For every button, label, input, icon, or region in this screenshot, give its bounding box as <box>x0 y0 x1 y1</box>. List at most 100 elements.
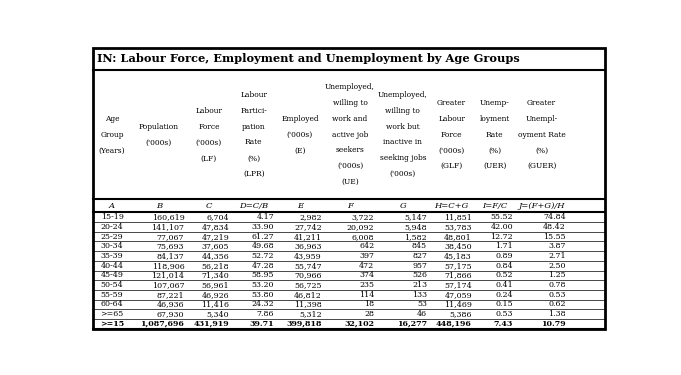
Text: 20-24: 20-24 <box>101 223 123 231</box>
Text: 55.52: 55.52 <box>490 213 513 221</box>
Text: ('000s): ('000s) <box>146 138 172 147</box>
Text: 35-39: 35-39 <box>101 252 123 260</box>
Text: 6,008: 6,008 <box>352 232 375 241</box>
Text: 121,014: 121,014 <box>151 272 185 279</box>
Text: willing to: willing to <box>385 107 420 115</box>
Text: E: E <box>297 202 303 210</box>
Text: 67,930: 67,930 <box>157 310 185 318</box>
Text: 133: 133 <box>412 291 427 299</box>
Text: 642: 642 <box>359 242 375 250</box>
Text: 58.95: 58.95 <box>251 272 274 279</box>
Text: 7.43: 7.43 <box>494 320 513 328</box>
Text: 5,312: 5,312 <box>299 310 321 318</box>
Text: 18: 18 <box>364 300 375 308</box>
Text: 15-19: 15-19 <box>101 213 123 221</box>
Text: 46,926: 46,926 <box>202 291 229 299</box>
Text: 1,087,696: 1,087,696 <box>140 320 185 328</box>
Text: 42.00: 42.00 <box>490 223 513 231</box>
Text: (%): (%) <box>247 154 260 162</box>
Text: 12.72: 12.72 <box>490 232 513 241</box>
Text: 74.84: 74.84 <box>543 213 566 221</box>
Text: 845: 845 <box>412 242 427 250</box>
Text: 36,963: 36,963 <box>294 242 321 250</box>
Text: 0.62: 0.62 <box>548 300 566 308</box>
Text: 47,059: 47,059 <box>445 291 472 299</box>
Text: 235: 235 <box>360 281 375 289</box>
Text: 71,866: 71,866 <box>445 272 472 279</box>
Text: ('000s): ('000s) <box>195 138 222 147</box>
Text: 70,966: 70,966 <box>294 272 321 279</box>
Text: 1.25: 1.25 <box>548 272 566 279</box>
Text: 46: 46 <box>417 310 427 318</box>
Text: Unemployed,: Unemployed, <box>378 91 428 99</box>
Text: 27,742: 27,742 <box>294 223 321 231</box>
Text: 3.87: 3.87 <box>548 242 566 250</box>
Text: 77,067: 77,067 <box>157 232 185 241</box>
Text: (GUER): (GUER) <box>527 162 556 170</box>
Text: (LPR): (LPR) <box>243 170 264 178</box>
Text: Unemployed,: Unemployed, <box>325 83 375 91</box>
Text: 49.68: 49.68 <box>251 242 274 250</box>
Text: Labour: Labour <box>195 107 223 115</box>
Text: IN: Labour Force, Employment and Unemployment by Age Groups: IN: Labour Force, Employment and Unemplo… <box>97 53 520 64</box>
Text: 50-54: 50-54 <box>101 281 123 289</box>
Text: D=C/B: D=C/B <box>239 202 268 210</box>
Text: loyment: loyment <box>479 115 510 123</box>
Text: 46,936: 46,936 <box>157 300 185 308</box>
Text: 7.86: 7.86 <box>257 310 274 318</box>
Text: ('000s): ('000s) <box>337 162 363 170</box>
Text: 46,812: 46,812 <box>294 291 321 299</box>
Text: 114: 114 <box>359 291 375 299</box>
Text: 52.72: 52.72 <box>251 252 274 260</box>
Text: 118,906: 118,906 <box>152 262 185 270</box>
Text: Unempl-: Unempl- <box>526 115 558 123</box>
Text: 47,834: 47,834 <box>202 223 229 231</box>
Text: 39.71: 39.71 <box>249 320 274 328</box>
Text: Labour: Labour <box>438 115 465 123</box>
Text: 0.89: 0.89 <box>496 252 513 260</box>
Text: 1.38: 1.38 <box>548 310 566 318</box>
Text: 6,704: 6,704 <box>206 213 229 221</box>
Text: Greater: Greater <box>437 99 466 107</box>
Text: (UE): (UE) <box>341 178 359 186</box>
Text: 55-59: 55-59 <box>101 291 123 299</box>
Text: A: A <box>109 202 115 210</box>
Text: (%): (%) <box>488 146 501 154</box>
Text: 48.42: 48.42 <box>543 223 566 231</box>
Text: 11,416: 11,416 <box>201 300 229 308</box>
Text: 84,137: 84,137 <box>157 252 185 260</box>
Text: work and: work and <box>332 115 368 123</box>
Text: 53: 53 <box>417 300 427 308</box>
Text: 0.52: 0.52 <box>496 272 513 279</box>
Text: G: G <box>400 202 407 210</box>
Text: Labour: Labour <box>240 91 267 99</box>
Text: ('000s): ('000s) <box>439 146 465 154</box>
Text: Partici-: Partici- <box>240 107 267 115</box>
Text: (%): (%) <box>535 146 548 154</box>
Text: 48,801: 48,801 <box>444 232 472 241</box>
Text: 4.17: 4.17 <box>256 213 274 221</box>
Text: 47.28: 47.28 <box>251 262 274 270</box>
Text: 0.53: 0.53 <box>548 291 566 299</box>
Text: 431,919: 431,919 <box>193 320 229 328</box>
Text: Greater: Greater <box>527 99 556 107</box>
Text: 57,175: 57,175 <box>445 262 472 270</box>
Text: pation: pation <box>242 123 266 130</box>
Text: Force: Force <box>441 130 462 138</box>
Text: 1,582: 1,582 <box>405 232 427 241</box>
Text: 0.53: 0.53 <box>496 310 513 318</box>
Text: 37,605: 37,605 <box>202 242 229 250</box>
Text: 56,218: 56,218 <box>202 262 229 270</box>
Text: 11,398: 11,398 <box>294 300 321 308</box>
Text: 397: 397 <box>360 252 375 260</box>
Text: 11,469: 11,469 <box>444 300 472 308</box>
Text: 0.15: 0.15 <box>496 300 513 308</box>
Text: F: F <box>347 202 353 210</box>
Text: 71,340: 71,340 <box>202 272 229 279</box>
Text: H=C+G: H=C+G <box>434 202 469 210</box>
Text: active job: active job <box>332 130 368 138</box>
Text: Rate: Rate <box>245 138 262 147</box>
Text: Rate: Rate <box>486 130 503 138</box>
Text: 5,340: 5,340 <box>206 310 229 318</box>
Text: 30-34: 30-34 <box>101 242 123 250</box>
